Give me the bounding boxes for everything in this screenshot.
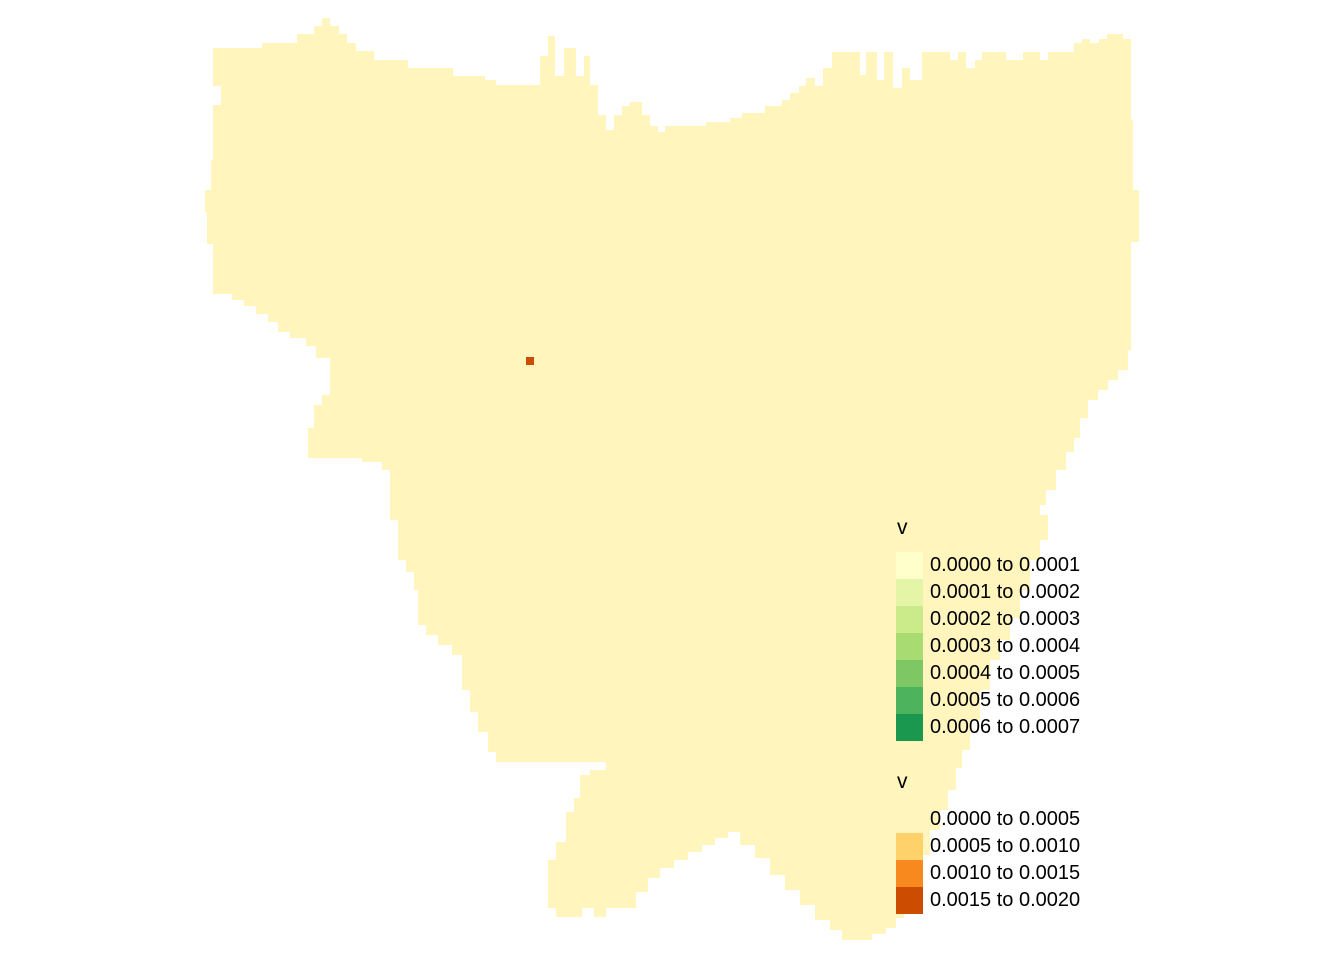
legend-swatch [896,606,923,633]
legend-swatch [896,660,923,687]
legend-label: 0.0005 to 0.0006 [930,689,1081,711]
legend-row: 0.0005 to 0.0006 [896,687,1146,714]
legend-swatch [896,552,923,579]
legend-swatch [896,687,923,714]
legend-swatch [896,806,923,833]
legend-swatch [896,887,923,914]
legend-label: 0.0002 to 0.0003 [930,608,1081,630]
legend-label: 0.0004 to 0.0005 [930,662,1081,684]
legend-row: 0.0000 to 0.0005 [896,806,1146,833]
legend-swatch [896,714,923,741]
legend-swatch [896,833,923,860]
legend-label: 0.0000 to 0.0005 [930,808,1081,830]
legend-row: 0.0003 to 0.0004 [896,633,1146,660]
legend-items: 0.0000 to 0.0005 0.0005 to 0.0010 0.0010… [896,806,1146,914]
legend-row: 0.0001 to 0.0002 [896,579,1146,606]
hotspot-cell [526,357,534,365]
legend-items: 0.0000 to 0.0001 0.0001 to 0.0002 0.0002… [896,552,1146,741]
legend-row: 0.0006 to 0.0007 [896,714,1146,741]
legend-swatch [896,579,923,606]
legend-title: v [897,516,908,539]
legend-label: 0.0006 to 0.0007 [930,716,1081,738]
legend-upper: v 0.0000 to 0.0001 0.0001 to 0.0002 0.00… [896,514,1146,741]
legend-row: 0.0004 to 0.0005 [896,660,1146,687]
legend-lower: v 0.0000 to 0.0005 0.0005 to 0.0010 0.00… [896,768,1146,914]
legend-label: 0.0015 to 0.0020 [930,889,1081,911]
legend-row: 0.0000 to 0.0001 [896,552,1146,579]
legend-row: 0.0015 to 0.0020 [896,887,1146,914]
legend-title: v [897,770,908,793]
legend-label: 0.0003 to 0.0004 [930,635,1081,657]
legend-label: 0.0005 to 0.0010 [930,835,1081,857]
legend-row: 0.0005 to 0.0010 [896,833,1146,860]
legend-label: 0.0000 to 0.0001 [930,554,1081,576]
legend-row: 0.0002 to 0.0003 [896,606,1146,633]
legend-label: 0.0001 to 0.0002 [930,581,1081,603]
legend-label: 0.0010 to 0.0015 [930,862,1081,884]
legend-row: 0.0010 to 0.0015 [896,860,1146,887]
legend-swatch [896,860,923,887]
legend-swatch [896,633,923,660]
